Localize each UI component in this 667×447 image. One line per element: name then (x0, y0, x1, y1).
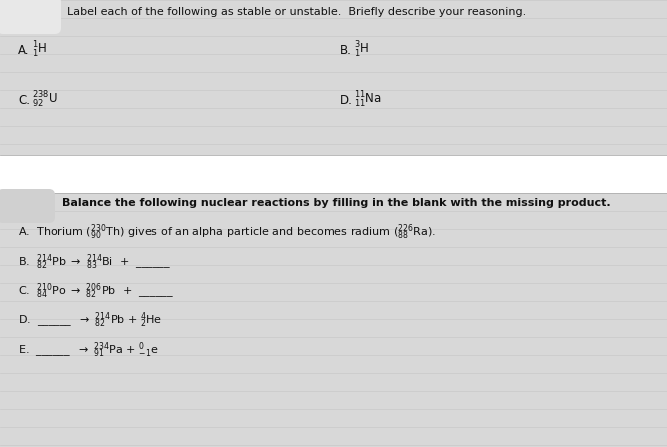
FancyBboxPatch shape (0, 189, 55, 223)
FancyBboxPatch shape (0, 193, 667, 447)
Text: $^{3}_{1}$H: $^{3}_{1}$H (354, 40, 370, 60)
Text: E.  ______  $\rightarrow$ $^{234}_{91}$Pa + $^{0}_{-1}$e: E. ______ $\rightarrow$ $^{234}_{91}$Pa … (18, 340, 159, 360)
Text: A.  Thorium ($^{230}_{90}$Th) gives of an alpha particle and becomes radium ($^{: A. Thorium ($^{230}_{90}$Th) gives of an… (18, 222, 436, 242)
FancyBboxPatch shape (0, 0, 61, 34)
FancyBboxPatch shape (0, 0, 667, 155)
Text: B.  $^{214}_{82}$Pb $\rightarrow$ $^{214}_{83}$Bi  +  ______: B. $^{214}_{82}$Pb $\rightarrow$ $^{214}… (18, 252, 171, 272)
FancyBboxPatch shape (0, 155, 667, 193)
Text: Label each of the following as stable or unstable.  Briefly describe your reason: Label each of the following as stable or… (67, 7, 526, 17)
Text: B.: B. (340, 43, 352, 56)
Text: D.  ______  $\rightarrow$ $^{214}_{82}$Pb + $^{4}_{2}$He: D. ______ $\rightarrow$ $^{214}_{82}$Pb … (18, 310, 162, 330)
Text: Balance the following nuclear reactions by filling in the blank with the missing: Balance the following nuclear reactions … (62, 198, 610, 208)
Text: $^{1}_{1}$H: $^{1}_{1}$H (32, 40, 47, 60)
Text: A.: A. (18, 43, 29, 56)
Text: D.: D. (340, 93, 353, 106)
Text: $^{11}_{11}$Na: $^{11}_{11}$Na (354, 90, 382, 110)
Text: $^{238}_{92}$U: $^{238}_{92}$U (32, 90, 57, 110)
Text: C.  $^{210}_{84}$Po $\rightarrow$ $^{206}_{82}$Pb  +  ______: C. $^{210}_{84}$Po $\rightarrow$ $^{206}… (18, 281, 174, 301)
Text: C.: C. (18, 93, 30, 106)
